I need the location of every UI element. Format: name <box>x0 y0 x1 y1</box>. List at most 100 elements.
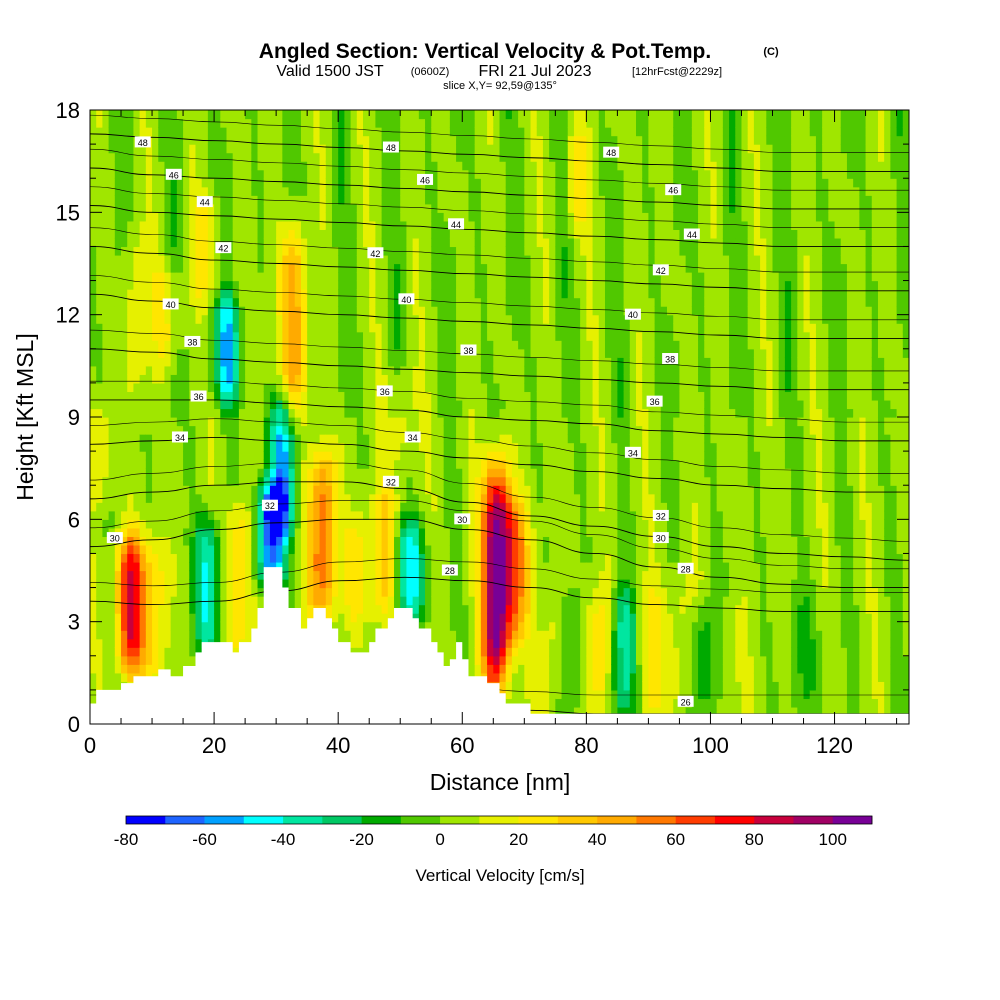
velocity-cell <box>338 246 345 256</box>
velocity-cell <box>505 561 513 572</box>
velocity-cell <box>121 425 128 435</box>
velocity-cell <box>369 374 377 384</box>
velocity-cell <box>263 561 271 572</box>
velocity-cell <box>300 596 308 606</box>
velocity-cell <box>245 144 252 154</box>
velocity-cell <box>375 127 383 137</box>
velocity-cell <box>375 417 383 427</box>
velocity-cell <box>238 229 246 239</box>
velocity-cell <box>220 127 228 137</box>
velocity-cell <box>505 493 513 503</box>
velocity-cell <box>412 374 420 384</box>
velocity-cell <box>214 254 221 265</box>
velocity-cell <box>121 391 128 401</box>
velocity-cell <box>480 340 488 350</box>
velocity-cell <box>232 570 240 580</box>
velocity-cell <box>331 161 339 171</box>
velocity-cell <box>412 323 420 333</box>
velocity-cell <box>139 613 147 623</box>
velocity-cell <box>511 118 519 128</box>
velocity-cell <box>114 630 122 640</box>
velocity-cell <box>443 203 451 213</box>
velocity-cell <box>462 237 470 248</box>
velocity-cell <box>381 280 389 290</box>
velocity-cell <box>245 434 252 444</box>
velocity-cell <box>114 502 122 512</box>
velocity-cell <box>480 272 488 282</box>
velocity-cell <box>499 621 507 631</box>
velocity-cell <box>300 587 308 597</box>
velocity-cell <box>294 306 302 316</box>
velocity-cell <box>387 451 395 461</box>
velocity-cell <box>139 459 147 469</box>
velocity-cell <box>158 519 166 529</box>
velocity-cell <box>418 289 426 299</box>
velocity-cell <box>350 442 358 452</box>
velocity-cell <box>511 689 519 700</box>
velocity-cell <box>276 434 283 444</box>
velocity-cell <box>220 220 228 230</box>
velocity-cell <box>400 110 408 120</box>
velocity-cell <box>251 561 259 572</box>
velocity-cell <box>437 127 445 137</box>
velocity-cell <box>152 237 159 248</box>
velocity-cell <box>480 417 488 427</box>
velocity-cell <box>276 323 283 333</box>
velocity-cell <box>375 144 383 154</box>
velocity-cell <box>90 135 97 145</box>
velocity-cell <box>251 254 259 265</box>
velocity-cell <box>102 127 110 137</box>
velocity-cell <box>344 289 352 299</box>
velocity-cell <box>269 417 277 427</box>
velocity-cell <box>331 502 339 512</box>
velocity-cell <box>269 442 277 452</box>
velocity-cell <box>195 417 203 427</box>
velocity-cell <box>511 135 519 145</box>
velocity-cell <box>269 408 277 418</box>
velocity-cell <box>505 425 513 435</box>
velocity-cell <box>400 212 408 222</box>
velocity-cell <box>269 161 277 171</box>
velocity-cell <box>331 280 339 290</box>
velocity-cell <box>331 451 339 461</box>
velocity-cell <box>480 195 488 205</box>
velocity-cell <box>518 570 525 580</box>
velocity-cell <box>226 434 234 444</box>
velocity-cell <box>369 237 377 248</box>
velocity-cell <box>139 272 147 282</box>
velocity-cell <box>394 587 401 597</box>
velocity-cell <box>499 152 507 162</box>
velocity-cell <box>282 254 290 265</box>
velocity-cell <box>238 357 246 367</box>
velocity-cell <box>176 536 184 546</box>
velocity-cell <box>269 212 277 222</box>
velocity-cell <box>257 408 265 418</box>
velocity-cell <box>511 587 519 597</box>
velocity-cell <box>269 357 277 367</box>
velocity-cell <box>139 340 147 350</box>
velocity-cell <box>325 203 333 213</box>
velocity-cell <box>90 664 97 674</box>
velocity-cell <box>338 374 345 384</box>
velocity-cell <box>363 186 370 196</box>
velocity-cell <box>350 425 358 435</box>
velocity-cell <box>412 272 420 282</box>
velocity-cell <box>406 178 414 188</box>
velocity-cell <box>114 382 122 393</box>
velocity-cell <box>90 519 97 529</box>
velocity-cell <box>499 399 507 410</box>
velocity-cell <box>307 144 314 154</box>
velocity-cell <box>300 220 308 230</box>
velocity-cell <box>499 263 507 273</box>
velocity-cell <box>220 451 228 461</box>
velocity-cell <box>300 127 308 137</box>
velocity-cell <box>176 570 184 580</box>
velocity-cell <box>505 570 513 580</box>
velocity-cell <box>394 152 401 162</box>
velocity-cell <box>319 306 327 316</box>
velocity-cell <box>499 561 507 572</box>
velocity-cell <box>331 374 339 384</box>
velocity-cell <box>356 169 364 179</box>
velocity-cell <box>114 348 122 358</box>
velocity-cell <box>139 536 147 546</box>
